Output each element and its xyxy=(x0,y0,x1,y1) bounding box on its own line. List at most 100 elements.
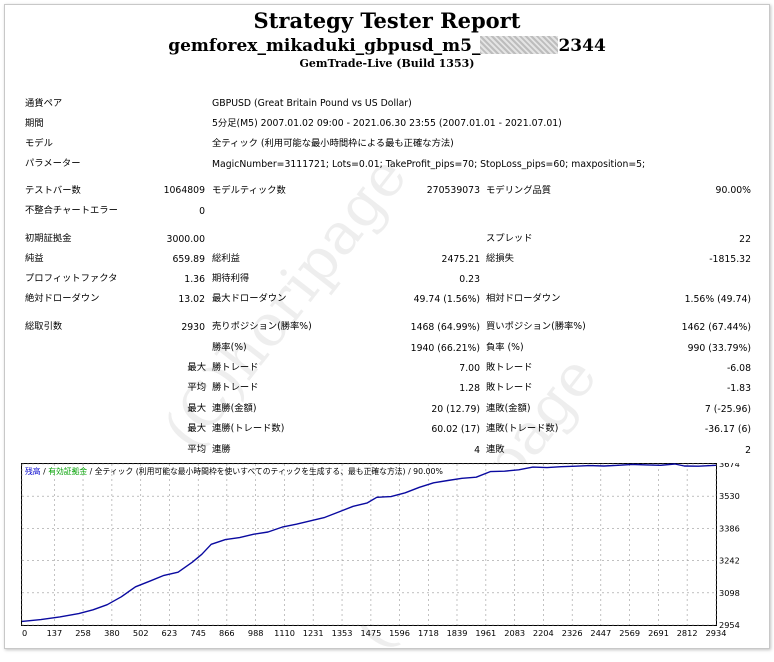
y-tick-labels: 2954 3098 3242 3386 3530 3674 xyxy=(719,463,740,630)
gross-profit-value: 2475.21 xyxy=(441,254,480,265)
mismatch-label: 不整合チャートエラー xyxy=(25,205,118,216)
profit-factor-value: 1.36 xyxy=(184,274,205,285)
mismatch-value: 0 xyxy=(199,206,205,217)
y-tick-label: 3098 xyxy=(719,588,740,598)
legend-item-0: 残高 xyxy=(25,466,43,476)
x-tick-label: 0 xyxy=(22,628,27,638)
average-label: 平均 xyxy=(187,382,206,393)
gross-loss-value: -1815.32 xyxy=(709,254,751,265)
x-tick-label: 502 xyxy=(133,628,149,638)
avg-consec-losses-value: 2 xyxy=(745,445,751,456)
x-tick-label: 988 xyxy=(248,628,264,638)
chart-grid xyxy=(21,463,717,626)
bars-value: 1064809 xyxy=(163,185,205,196)
x-tick-label: 866 xyxy=(219,628,235,638)
quality-value: 90.00% xyxy=(715,185,751,196)
x-tick-label: 1839 xyxy=(447,628,468,638)
max-drawdown-value: 49.74 (1.56%) xyxy=(413,294,480,305)
rel-drawdown-label: 相対ドローダウン xyxy=(486,293,561,304)
x-tick-labels: 0 137 258 380 502 623 745 866 988 1110 1231 1353 147… xyxy=(22,628,726,638)
ticks-value: 270539073 xyxy=(426,185,480,196)
abs-drawdown-value: 13.02 xyxy=(178,294,205,305)
x-tick-label: 623 xyxy=(162,628,178,638)
x-tick-label: 1596 xyxy=(389,628,410,638)
x-tick-label: 2691 xyxy=(648,628,669,638)
period-value: 5分足(M5) 2007.01.02 09:00 - 2021.06.30 23… xyxy=(212,118,562,129)
consec-wins-label: 連勝(金額) xyxy=(212,403,257,414)
spread-label: スプレッド xyxy=(486,233,533,244)
chart-series xyxy=(21,463,717,623)
max-drawdown-label: 最大ドローダウン xyxy=(212,293,287,304)
x-tick-label: 1718 xyxy=(418,628,439,638)
deposit-label: 初期証拠金 xyxy=(25,233,72,244)
symbol-label: 通貨ペア xyxy=(25,98,63,109)
net-profit-label: 純益 xyxy=(25,253,44,264)
y-tick-label: 3530 xyxy=(719,491,740,501)
y-tick-label: 3674 xyxy=(719,463,740,469)
x-tick-label: 2326 xyxy=(562,628,583,638)
x-tick-label: 258 xyxy=(75,628,91,638)
short-positions-label: 売りポジション(勝率%) xyxy=(212,321,312,332)
avg-loss-value: -1.83 xyxy=(726,383,751,394)
avg-consec-wins-value: 4 xyxy=(474,445,480,456)
largest-win-value: 7.00 xyxy=(459,363,480,374)
win-rate-label: 勝率(%) xyxy=(212,342,247,353)
x-tick-label: 1475 xyxy=(360,628,381,638)
server-build: GemTrade-Live (Build 1353) xyxy=(299,57,475,70)
consec-wins-value: 20 (12.79) xyxy=(431,404,480,415)
deposit-value: 3000.00 xyxy=(166,234,205,245)
x-tick-label: 2447 xyxy=(590,628,611,638)
loss-rate-value: 990 (33.79%) xyxy=(687,343,751,354)
consec-profit-label: 連勝(トレード数) xyxy=(212,423,285,434)
x-tick-label: 1110 xyxy=(274,628,295,638)
x-tick-label: 2812 xyxy=(677,628,698,638)
loss-rate-label: 負率 (%) xyxy=(486,342,524,353)
x-tick-label: 1961 xyxy=(475,628,496,638)
legend-item-3: / 全ティック (利用可能な最小時間枠を使いすべてのティックを生成する、最も正確… xyxy=(90,466,443,476)
parameters-value: MagicNumber=3111721; Lots=0.01; TakeProf… xyxy=(212,159,646,170)
masked-region xyxy=(480,36,559,54)
win-rate-value: 1940 (66.21%) xyxy=(410,343,480,354)
gross-profit-label: 総利益 xyxy=(212,253,240,264)
expected-payoff-label: 期待利得 xyxy=(212,273,250,284)
report-frame xyxy=(4,4,770,649)
consec-losses-label: 連敗(金額) xyxy=(486,403,531,414)
avg2-label: 平均 xyxy=(187,444,206,455)
gross-loss-label: 総損失 xyxy=(486,253,514,264)
period-label: 期間 xyxy=(25,118,44,129)
consec-loss-label: 連敗(トレード数) xyxy=(486,423,559,434)
x-tick-label: 2204 xyxy=(533,628,554,638)
report-title: Strategy Tester Report xyxy=(253,8,521,33)
symbol-value: GBPUSD (Great Britain Pound vs US Dollar… xyxy=(212,98,412,109)
avg-win-value: 1.28 xyxy=(459,383,480,394)
avg-consec-losses-label: 連敗 xyxy=(486,444,505,455)
x-tick-label: 1231 xyxy=(303,628,324,638)
largest-loss-label: 敗トレード xyxy=(486,362,533,373)
long-positions-value: 1462 (67.44%) xyxy=(681,322,751,333)
consec-loss-value: -36.17 (6) xyxy=(704,424,751,435)
total-trades-value: 2930 xyxy=(181,322,205,333)
total-trades-label: 総取引数 xyxy=(25,321,63,332)
avg-win-label: 勝トレード xyxy=(212,382,259,393)
chart-legend: 残高 / 有効証拠金 / 全ティック (利用可能な最小時間枠を使いすべてのティッ… xyxy=(25,466,443,476)
expected-payoff-value: 0.23 xyxy=(459,274,480,285)
y-tick-label: 2954 xyxy=(719,620,740,630)
largest-label: 最大 xyxy=(187,362,206,373)
x-tick-label: 2934 xyxy=(706,628,727,638)
quality-label: モデリング品質 xyxy=(486,185,552,196)
x-tick-label: 2083 xyxy=(504,628,525,638)
model-value: 全ティック (利用可能な最小時間枠による最も正確な方法) xyxy=(212,138,454,149)
x-tick-label: 2569 xyxy=(619,628,640,638)
x-tick-label: 1353 xyxy=(332,628,353,638)
consec-profit-value: 60.02 (17) xyxy=(431,424,480,435)
spread-value: 22 xyxy=(739,234,751,245)
ea-name: gemforex_mikaduki_gbpusd_m5_ xyxy=(168,36,481,56)
profit-factor-label: プロフィットファクタ xyxy=(25,273,118,284)
maximum-label: 最大 xyxy=(187,403,206,414)
report-subtitle: gemforex_mikaduki_gbpusd_m5_ 2344 xyxy=(0,36,774,56)
short-positions-value: 1468 (64.99%) xyxy=(410,322,480,333)
avg-loss-label: 敗トレード xyxy=(486,382,533,393)
avg-consec-wins-label: 連勝 xyxy=(212,444,231,455)
balance-chart: 残高 / 有効証拠金 / 全ティック (利用可能な最小時間枠を使いすべてのティッ… xyxy=(21,463,740,638)
x-tick-label: 137 xyxy=(47,628,63,638)
